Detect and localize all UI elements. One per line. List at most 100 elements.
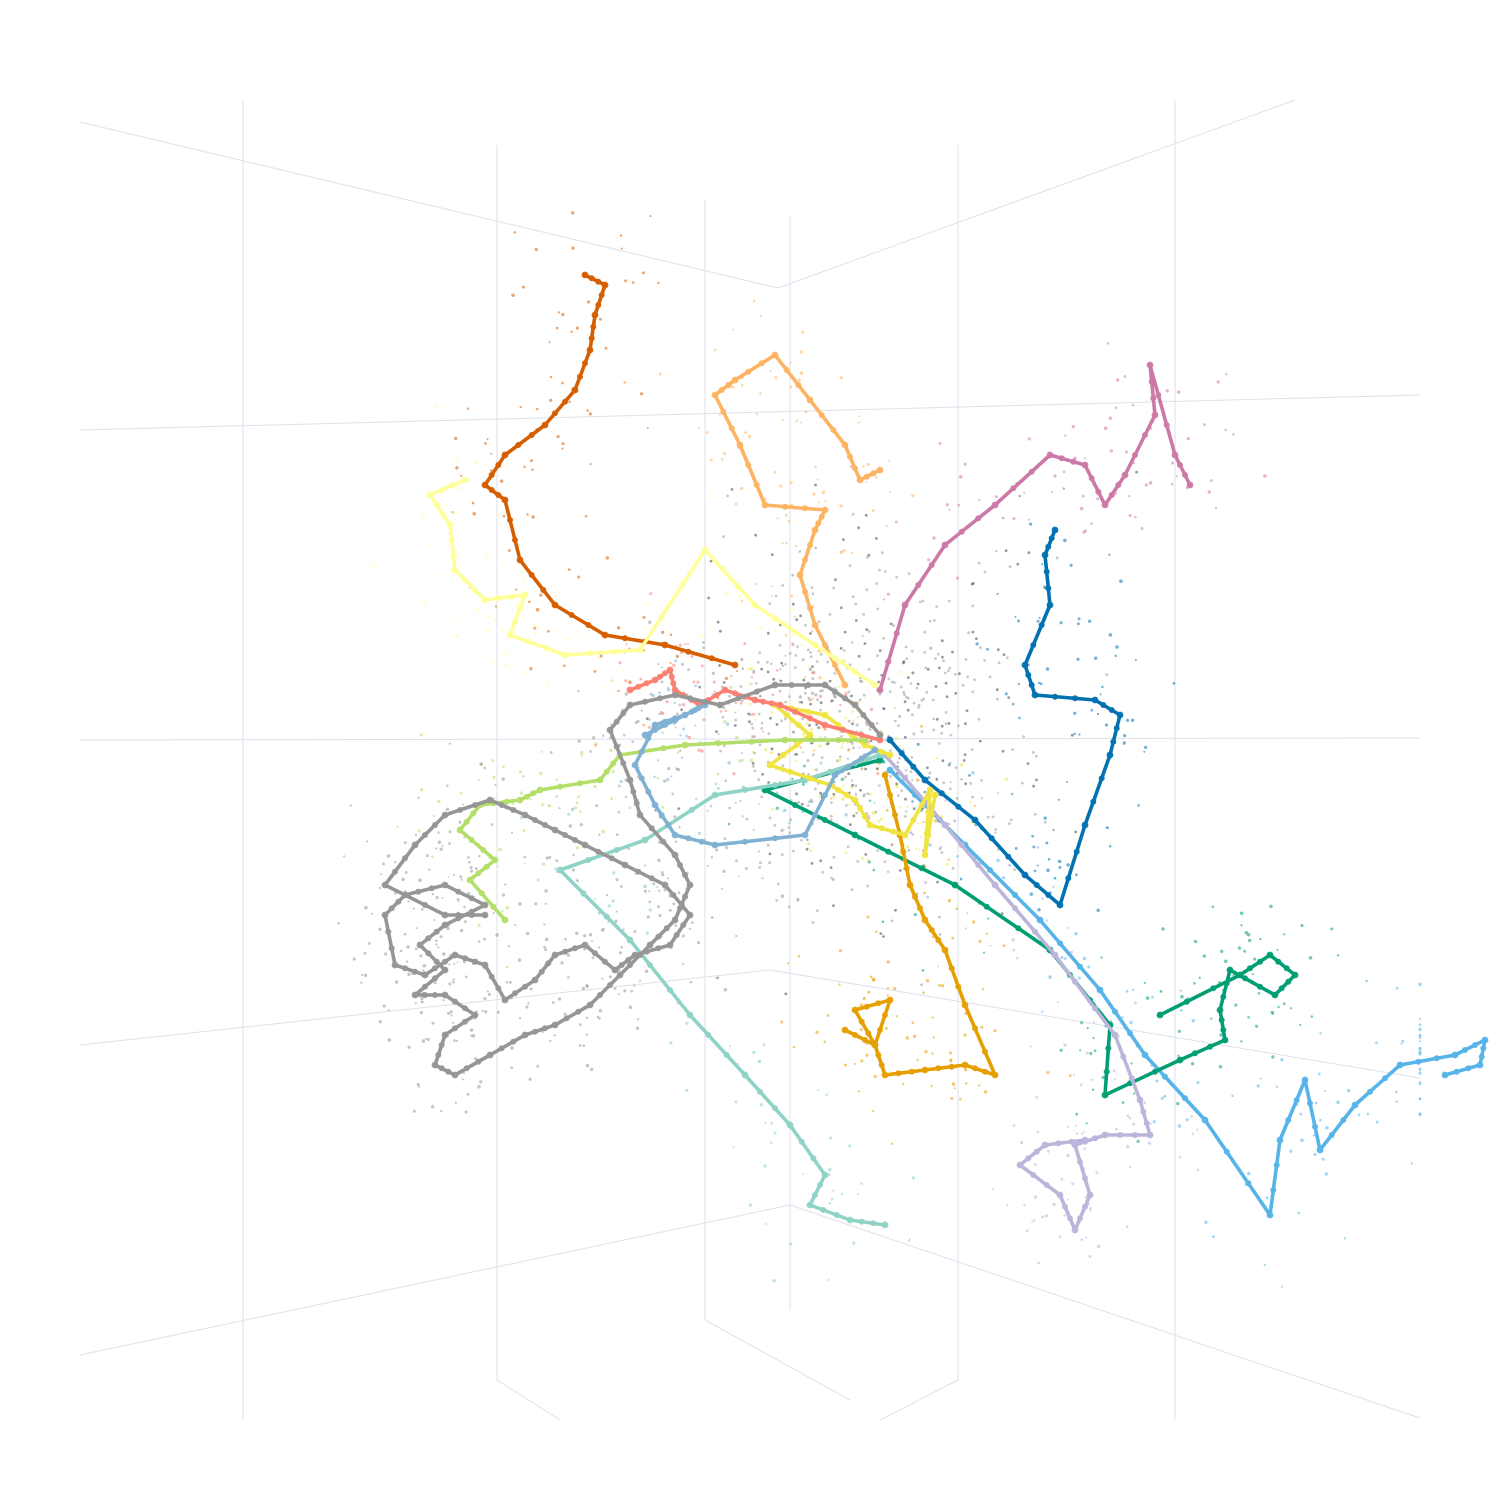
background-point bbox=[936, 965, 939, 968]
background-point bbox=[904, 768, 908, 772]
background-point bbox=[851, 783, 854, 787]
background-point bbox=[833, 783, 836, 786]
background-point bbox=[1090, 522, 1093, 525]
background-point bbox=[810, 629, 814, 633]
trajectory-point bbox=[1081, 461, 1089, 469]
background-point bbox=[838, 755, 842, 759]
background-point bbox=[819, 859, 823, 863]
background-point bbox=[1418, 1017, 1422, 1021]
background-point bbox=[426, 1037, 430, 1042]
trajectory-point bbox=[462, 1005, 468, 1012]
trajectory-point bbox=[926, 786, 934, 794]
background-point bbox=[978, 1084, 981, 1087]
background-point bbox=[898, 670, 903, 675]
background-point bbox=[838, 709, 842, 713]
background-point bbox=[667, 877, 670, 880]
background-point bbox=[687, 668, 690, 671]
background-point bbox=[904, 797, 907, 801]
background-point bbox=[507, 945, 511, 948]
background-point bbox=[441, 896, 444, 899]
background-point bbox=[856, 716, 859, 719]
background-point bbox=[1041, 1010, 1044, 1013]
background-point bbox=[1006, 1203, 1009, 1207]
trajectory-point bbox=[452, 998, 458, 1005]
background-point bbox=[743, 642, 747, 646]
trajectory-point bbox=[1051, 951, 1059, 959]
background-point bbox=[975, 637, 978, 640]
trajectory-point bbox=[621, 861, 629, 869]
background-point bbox=[773, 471, 777, 474]
trajectory-point bbox=[1433, 1055, 1440, 1062]
background-point bbox=[828, 613, 832, 616]
background-point bbox=[722, 535, 725, 538]
background-point bbox=[493, 618, 497, 622]
background-point bbox=[1004, 777, 1008, 781]
background-point bbox=[747, 434, 752, 439]
background-point bbox=[575, 931, 579, 936]
background-point bbox=[580, 754, 584, 757]
trajectory-point bbox=[516, 796, 524, 804]
background-point bbox=[755, 412, 759, 416]
background-point bbox=[702, 718, 706, 722]
background-point bbox=[467, 856, 470, 859]
background-point bbox=[406, 945, 410, 949]
background-point bbox=[944, 799, 947, 802]
background-point bbox=[752, 828, 756, 832]
background-point bbox=[497, 865, 500, 868]
background-point bbox=[832, 586, 835, 590]
background-point bbox=[568, 400, 571, 404]
background-point bbox=[678, 703, 682, 707]
background-point bbox=[420, 908, 424, 911]
trajectory-point bbox=[448, 537, 455, 543]
trajectory-line bbox=[713, 353, 882, 687]
background-point bbox=[787, 695, 791, 698]
background-point bbox=[615, 878, 619, 882]
background-point bbox=[899, 685, 903, 689]
background-point bbox=[442, 999, 445, 1002]
background-point bbox=[911, 1176, 916, 1180]
background-point bbox=[646, 426, 649, 429]
background-point bbox=[1106, 342, 1110, 345]
background-point bbox=[1255, 1024, 1259, 1028]
trajectory-point bbox=[455, 888, 462, 895]
background-point bbox=[947, 722, 951, 725]
trajectory-point bbox=[982, 1048, 988, 1055]
background-point bbox=[895, 575, 899, 579]
trajectory-point bbox=[591, 311, 599, 319]
background-point bbox=[877, 820, 881, 823]
trajectory-point bbox=[627, 962, 633, 968]
background-point bbox=[529, 987, 533, 991]
trajectory-point bbox=[385, 928, 392, 935]
background-point bbox=[705, 431, 709, 435]
background-point bbox=[959, 475, 963, 479]
background-point bbox=[971, 920, 976, 924]
background-point bbox=[770, 1141, 773, 1144]
background-point bbox=[1075, 1132, 1079, 1135]
background-point bbox=[1177, 1029, 1182, 1034]
background-point bbox=[774, 376, 778, 380]
background-point bbox=[589, 750, 592, 753]
background-point bbox=[469, 866, 473, 870]
background-point bbox=[545, 856, 549, 860]
trajectory-point bbox=[680, 580, 687, 587]
gridline bbox=[496, 1379, 561, 1421]
trajectory-point bbox=[863, 1003, 870, 1010]
background-point bbox=[669, 1041, 673, 1045]
trajectory-point bbox=[580, 890, 587, 897]
trajectory-point bbox=[495, 595, 502, 602]
background-point bbox=[576, 846, 580, 850]
trajectory-point bbox=[521, 591, 529, 599]
background-point bbox=[713, 348, 717, 352]
trajectory-point bbox=[858, 755, 865, 762]
background-point bbox=[735, 859, 738, 863]
background-point bbox=[766, 843, 770, 847]
background-point bbox=[1271, 1012, 1274, 1015]
trajectory-point bbox=[491, 856, 499, 864]
background-point bbox=[758, 866, 762, 869]
background-point bbox=[811, 671, 815, 675]
background-point bbox=[721, 715, 725, 719]
background-point bbox=[1196, 1128, 1199, 1131]
background-point bbox=[1418, 1071, 1422, 1075]
background-point bbox=[909, 682, 913, 685]
background-point bbox=[475, 540, 478, 543]
